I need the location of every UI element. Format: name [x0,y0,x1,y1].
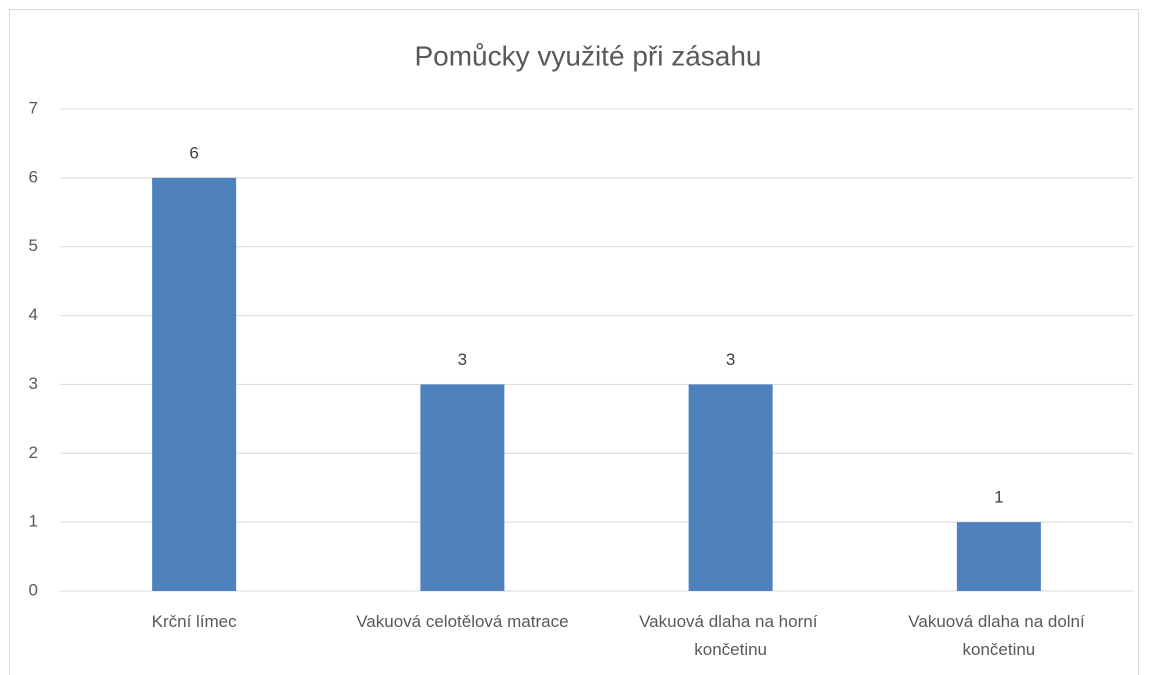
chart-title: Pomůcky využité při zásahu [414,40,761,71]
x-tick-label: Vakuová dlaha na horní končetinu [639,612,822,659]
data-label: 1 [994,488,1003,507]
y-tick-label: 3 [29,374,38,393]
x-tick-label: Vakuová celotělová matrace [356,612,568,631]
y-tick-label: 6 [29,167,38,186]
y-tick-label: 1 [29,512,38,531]
y-tick-label: 7 [29,98,38,117]
bar [688,384,773,591]
data-label: 3 [458,350,467,369]
y-tick-label: 2 [29,443,38,462]
x-tick-label: Krční límec [152,612,238,631]
data-label: 6 [189,143,198,162]
bar [956,522,1041,591]
x-tick-label: Vakuová dlaha na dolní končetinu [908,612,1089,659]
bar [152,177,237,591]
y-tick-label: 5 [29,236,38,255]
data-label: 3 [726,350,735,369]
y-tick-label: 4 [29,305,38,324]
y-tick-label: 0 [29,580,38,599]
bar [420,384,505,591]
